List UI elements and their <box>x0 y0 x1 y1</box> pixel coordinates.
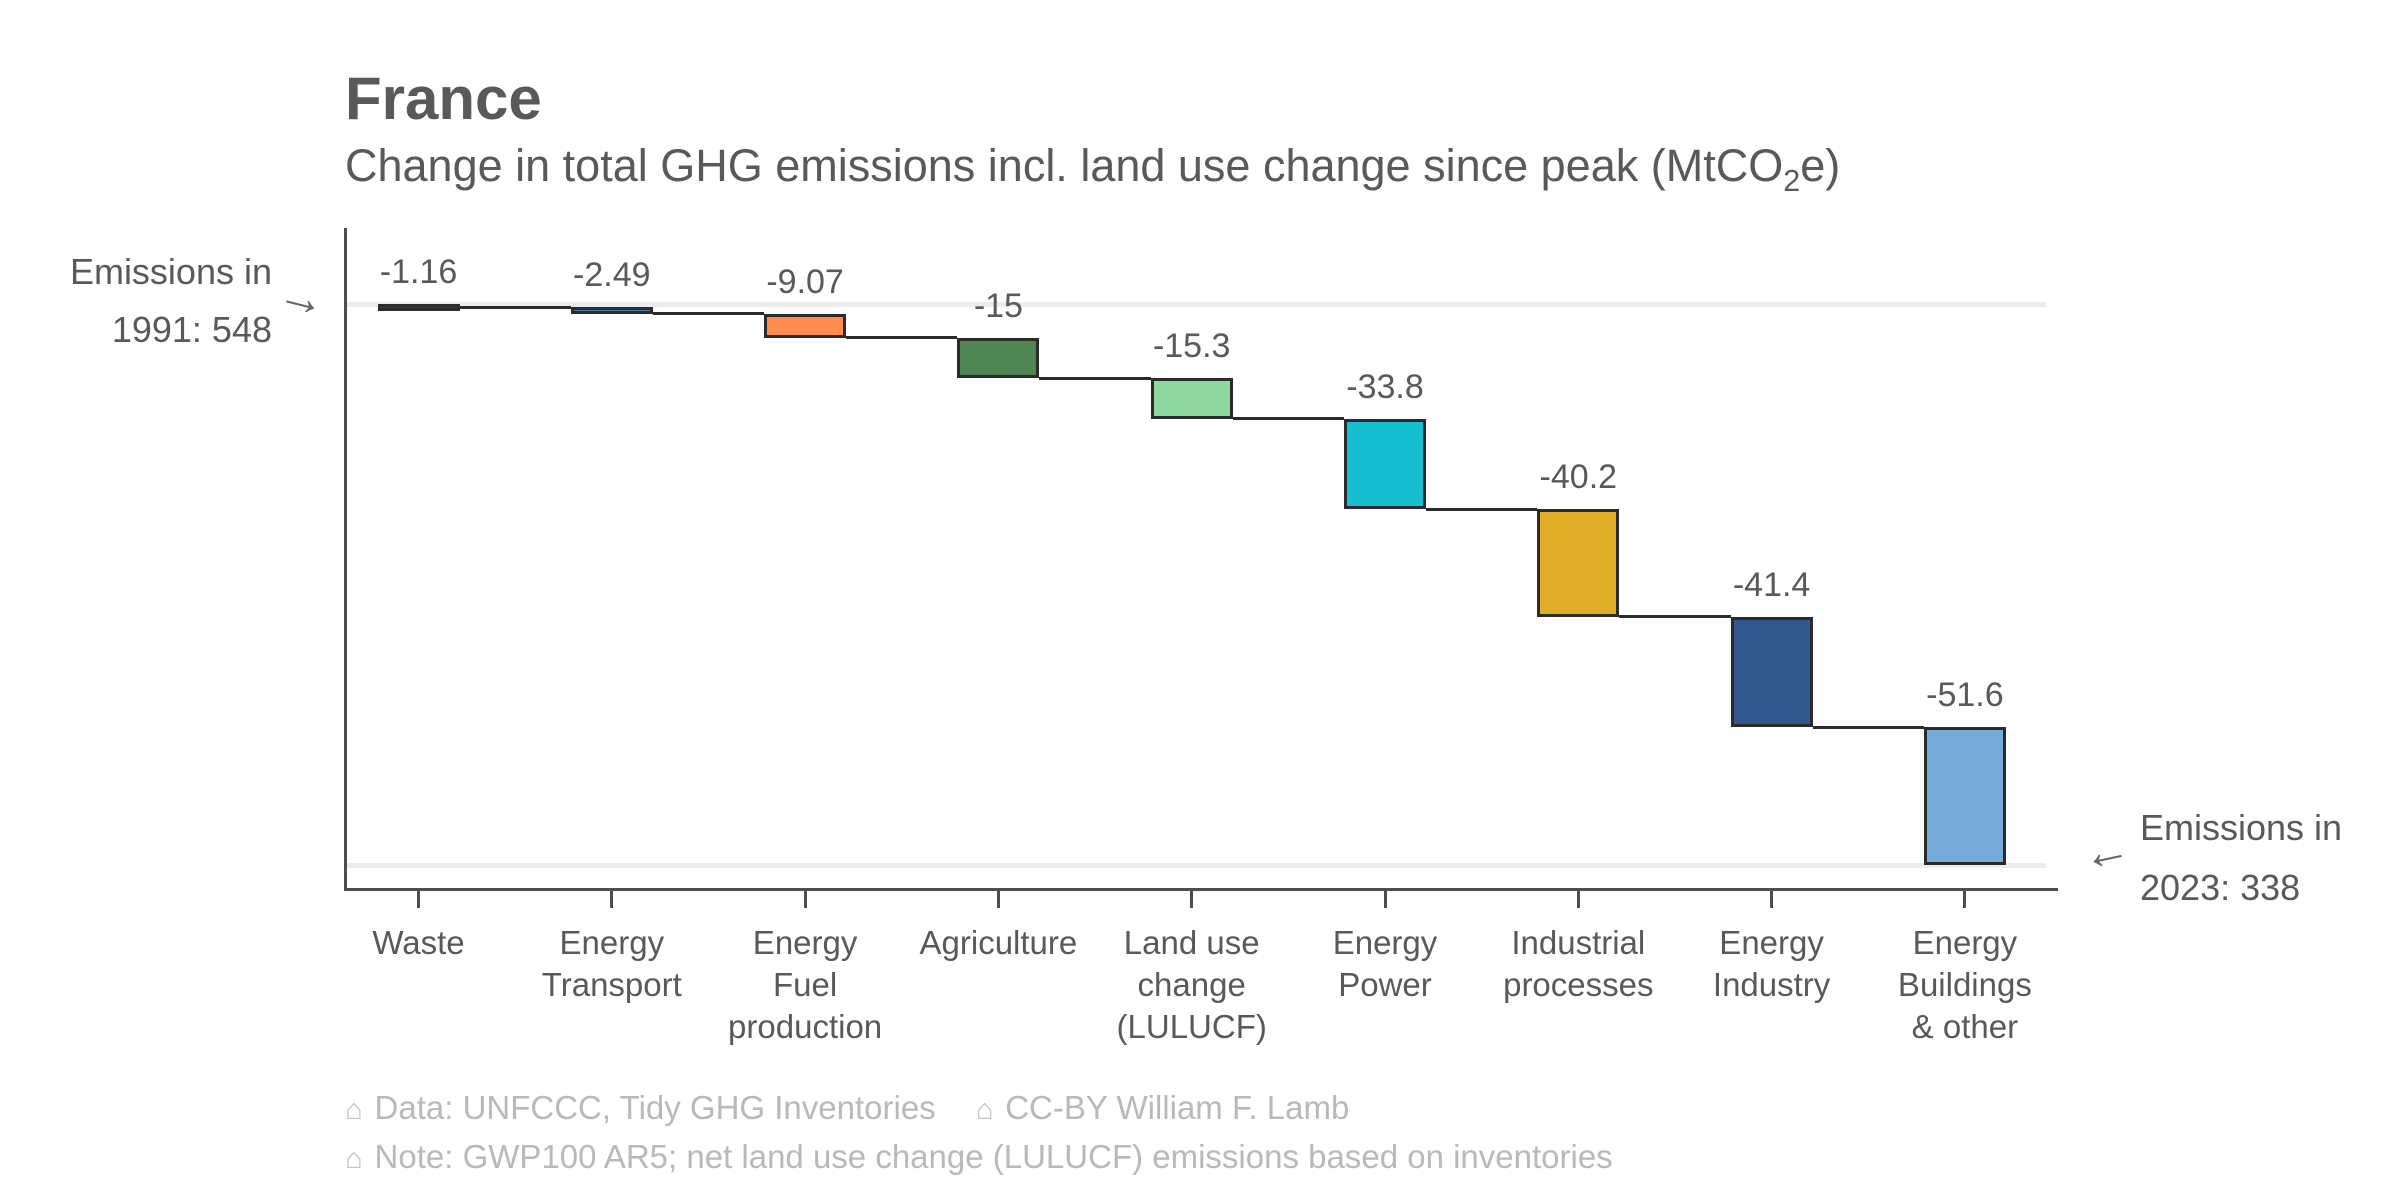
axis-tick <box>1963 891 1967 908</box>
connector-line <box>459 305 571 309</box>
bar-energy-fuel-production <box>764 313 847 338</box>
connector-line <box>1039 376 1151 380</box>
axis-tick <box>1190 891 1194 908</box>
footer-data-source: Data: UNFCCC, Tidy GHG Inventories <box>374 1089 936 1126</box>
arrow-left-icon: ← <box>2077 820 2135 883</box>
axis-tick <box>1770 891 1774 908</box>
bar-land-use-change-lulucf <box>1150 378 1233 419</box>
category-label-energy-industry: Energy Industry <box>1712 924 1831 1003</box>
gridline-start-level <box>345 302 2046 307</box>
connector-line <box>1619 615 1731 619</box>
footer-line-1: ⌂ Data: UNFCCC, Tidy GHG Inventories ⌂ CC-B… <box>345 1086 1613 1132</box>
connector-line <box>1426 507 1538 511</box>
bar-value-label: -33.8 <box>1346 367 1424 406</box>
gridline-end-level <box>345 863 2046 868</box>
axis-tick <box>417 891 420 908</box>
start-annotation: Emissions in 1991: 548 <box>20 243 272 359</box>
subtitle-text: Change in total GHG emissions incl. land… <box>345 140 1784 191</box>
x-axis-line <box>344 888 2058 891</box>
bar-value-label: -2.49 <box>573 256 651 295</box>
start-annotation-line1: Emissions in <box>69 251 272 292</box>
end-annotation-line2: 2023: 338 <box>2140 867 2301 908</box>
bar-value-label: -40.2 <box>1539 458 1618 497</box>
chart-subtitle: Change in total GHG emissions incl. land… <box>345 140 1840 199</box>
chart-title: France <box>345 65 542 132</box>
bar-value-label: -15.3 <box>1152 327 1231 366</box>
category-label-energy-fuel-production: Energy Fuel production <box>728 924 883 1045</box>
category-label-agriculture: Agriculture <box>919 924 1078 961</box>
axis-tick <box>1383 891 1387 908</box>
bar-industrial-processes <box>1537 509 1620 617</box>
footer-line-2: ⌂ Note: GWP100 AR5; net land use change (… <box>345 1135 1613 1181</box>
bar-energy-transport <box>570 307 653 315</box>
house-icon: ⌂ <box>345 1094 363 1126</box>
bar-energy-power <box>1344 418 1426 510</box>
connector-line <box>652 312 765 316</box>
house-icon: ⌂ <box>975 1094 994 1126</box>
bar-value-label: -15 <box>973 286 1023 325</box>
end-annotation-line1: Emissions in <box>2140 807 2343 848</box>
bar-agriculture <box>957 337 1040 379</box>
subtitle-suffix: e) <box>1800 140 1841 191</box>
connector-line <box>1232 417 1344 421</box>
axis-tick <box>1576 891 1580 908</box>
connector-line <box>1812 725 1924 729</box>
axis-tick <box>803 891 807 908</box>
end-annotation: Emissions in 2023: 338 <box>2140 798 2342 918</box>
bar-energy-buildings-&-other <box>1923 727 2006 866</box>
bar-value-label: -41.4 <box>1732 565 1811 604</box>
subtitle-subscript: 2 <box>1783 164 1801 198</box>
axis-tick <box>610 891 614 908</box>
category-label-waste: Waste <box>372 924 465 961</box>
connector-line <box>846 336 958 340</box>
footer-note: Note: GWP100 AR5; net land use change (L… <box>374 1138 1613 1175</box>
start-annotation-line2: 1991: 548 <box>111 309 272 350</box>
footer-notes: ⌂ Data: UNFCCC, Tidy GHG Inventories ⌂ CC-B… <box>345 1086 1613 1184</box>
bar-value-label: -9.07 <box>766 262 844 301</box>
category-label-energy-transport: Energy Transport <box>541 924 682 1003</box>
bar-energy-industry <box>1730 616 1813 728</box>
y-axis-line <box>344 228 347 891</box>
bar-waste <box>377 304 460 311</box>
category-label-energy-power: Energy Power <box>1332 924 1438 1003</box>
category-label-land-use-change-lulucf: Land use change (LULUCF) <box>1116 924 1267 1045</box>
category-label-industrial-processes: Industrial processes <box>1503 924 1654 1003</box>
bar-value-label: -1.16 <box>379 253 458 291</box>
bar-value-label: -51.6 <box>1926 676 2004 715</box>
axis-tick <box>996 891 1000 908</box>
house-icon: ⌂ <box>345 1143 363 1175</box>
category-label-energy-buildings-&-other: Energy Buildings & other <box>1897 924 2032 1045</box>
footer-license: CC-BY William F. Lamb <box>1005 1089 1350 1126</box>
arrow-right-icon: → <box>272 265 332 330</box>
